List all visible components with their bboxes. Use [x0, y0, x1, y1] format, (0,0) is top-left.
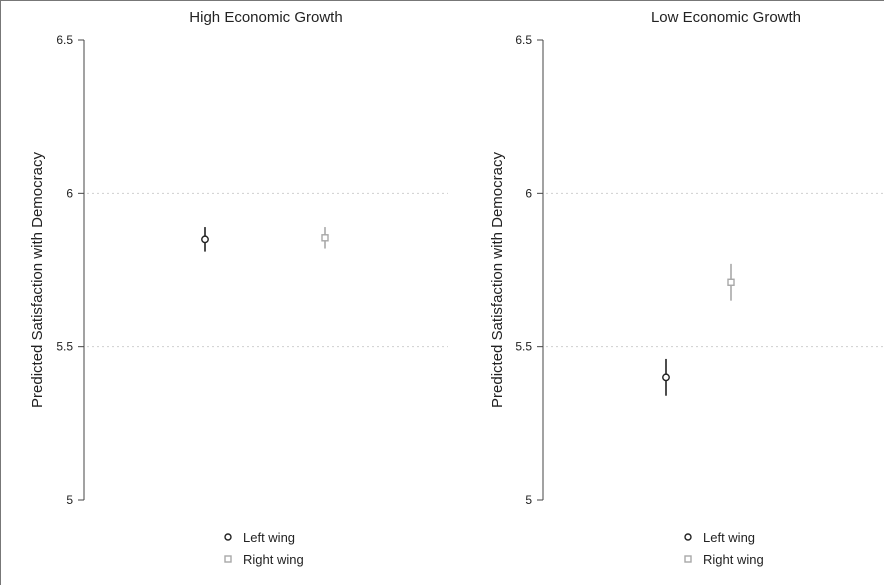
- chart-title: Low Economic Growth: [651, 9, 801, 26]
- legend-label: Right wing: [243, 552, 304, 567]
- y-tick-label: 5.5: [515, 340, 532, 354]
- legend: Left wing Right wing: [684, 530, 764, 567]
- y-tick-label: 6: [525, 186, 532, 200]
- legend-marker-right-wing: [224, 555, 232, 563]
- point-right-wing: [727, 278, 735, 286]
- y-axis-label: Predicted Satisfaction with Democracy: [489, 152, 506, 408]
- chart-panel-1: High Economic Growth 5 5.5 6 6.5 Predicted Sa…: [29, 9, 448, 567]
- chart-panel-2: Low Economic Growth 5 5.5 6 6.5 Predicted Sat…: [489, 9, 885, 567]
- y-tick-label: 5: [66, 493, 73, 507]
- legend-marker-left-wing: [224, 533, 232, 541]
- point-right-wing: [321, 234, 329, 242]
- y-tick-label: 6.5: [56, 33, 73, 47]
- legend-label: Right wing: [703, 552, 764, 567]
- point-left-wing: [662, 373, 670, 382]
- y-axis-label: Predicted Satisfaction with Democracy: [29, 152, 46, 408]
- y-tick-label: 5: [525, 493, 532, 507]
- point-left-wing: [201, 235, 209, 244]
- chart-title: High Economic Growth: [189, 9, 342, 26]
- legend-label: Left wing: [243, 530, 295, 545]
- legend-marker-right-wing: [684, 555, 692, 563]
- y-tick-label: 6.5: [515, 33, 532, 47]
- legend: Left wing Right wing: [224, 530, 304, 567]
- legend-marker-left-wing: [684, 533, 692, 541]
- y-tick-label: 6: [66, 186, 73, 200]
- legend-label: Left wing: [703, 530, 755, 545]
- y-tick-label: 5.5: [56, 340, 73, 354]
